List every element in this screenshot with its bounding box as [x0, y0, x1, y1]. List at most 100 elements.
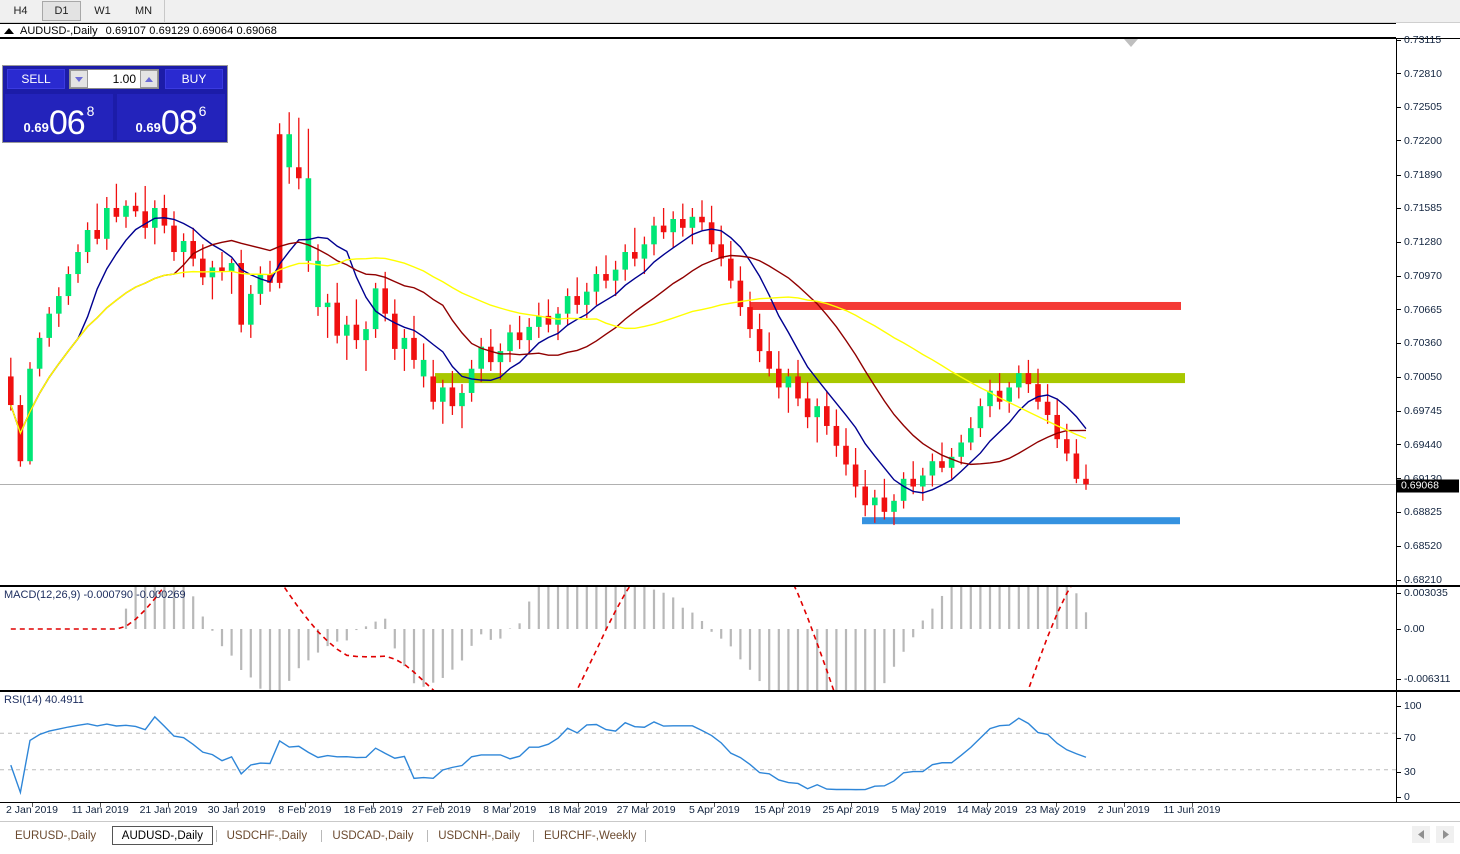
- price-tick: 0.70050: [1397, 371, 1442, 383]
- oct-toolbar: SELL 1.00 BUY: [3, 66, 227, 92]
- date-tick-mark: [782, 803, 784, 807]
- current-price-badge: 0.69068: [1397, 479, 1459, 493]
- buy-button[interactable]: BUY: [165, 69, 223, 89]
- date-tick-label: 11 Jan 2019: [71, 804, 129, 816]
- date-tick-mark: [577, 803, 579, 807]
- date-tick-label: 30 Jan 2019: [207, 804, 266, 816]
- date-tick-label: 23 May 2019: [1025, 804, 1086, 816]
- ma-red-line: [10, 239, 1087, 466]
- price-tick: 0.72505: [1397, 101, 1442, 113]
- macd-tick: 0.00: [1397, 623, 1424, 635]
- chart-window: AUDUSD-,Daily 0.69107 0.69129 0.69064 0.…: [0, 23, 1460, 820]
- rsi-tick: 70: [1397, 732, 1416, 744]
- date-tick-label: 21 Jan 2019: [139, 804, 198, 816]
- buy-price-pipette: 6: [198, 103, 207, 119]
- rsi-scale[interactable]: 100 70 30 0: [1396, 691, 1460, 803]
- chart-tab-audusd[interactable]: AUDUSD-,Daily: [111, 826, 213, 845]
- buy-price-button[interactable]: 0.69 08 6: [117, 94, 225, 140]
- date-tick-label: 18 Feb 2019: [343, 804, 403, 816]
- macd-tick: 0.003035: [1397, 587, 1448, 599]
- timeframe-button-h4[interactable]: H4: [13, 5, 28, 17]
- buy-price-main: 08: [160, 104, 198, 143]
- date-tick-label: 27 Mar 2019: [616, 804, 676, 816]
- date-tick-mark: [850, 803, 852, 807]
- date-tick-label: 18 Mar 2019: [548, 804, 608, 816]
- sell-button[interactable]: SELL: [7, 69, 65, 89]
- chart-symbol-label: AUDUSD-,Daily: [20, 24, 98, 37]
- buy-price-prefix: 0.69: [135, 120, 161, 135]
- ma-blue-line: [10, 217, 1087, 494]
- date-tick-label: 2 Jun 2019: [1097, 804, 1150, 816]
- date-tick-label: 15 Apr 2019: [754, 804, 811, 816]
- date-tick-mark: [32, 803, 33, 807]
- price-tick: 0.70665: [1397, 304, 1442, 316]
- chart-tab-bar: EURUSD-,Daily AUDUSD-,Daily USDCHF-,Daily U…: [0, 821, 1460, 854]
- chart-tab-usdcnh[interactable]: USDCNH-,Daily: [429, 826, 529, 845]
- price-pane[interactable]: [0, 38, 1396, 586]
- date-tick-mark: [1192, 803, 1193, 807]
- date-tick-label: 14 May 2019: [956, 804, 1018, 816]
- volume-decrement-button[interactable]: [70, 70, 88, 88]
- chart-tab-usdcad[interactable]: USDCAD-,Daily: [323, 826, 423, 845]
- price-tick: 0.72810: [1397, 68, 1442, 80]
- date-tick-label: 25 Apr 2019: [822, 804, 880, 816]
- date-tick-label: 27 Feb 2019: [411, 804, 471, 816]
- chart-tab-eurchf[interactable]: EURCHF-,Weekly: [535, 826, 646, 845]
- price-tick: 0.68520: [1397, 540, 1442, 552]
- candlestick-series: [8, 112, 1089, 526]
- mid-level-line: [435, 373, 1185, 384]
- scroll-left-button[interactable]: [1412, 826, 1430, 843]
- chart-tab-usdchf[interactable]: USDCHF-,Daily: [217, 826, 317, 845]
- macd-pane[interactable]: MACD(12,26,9) -0.000790 -0.000269: [0, 586, 1396, 691]
- price-tick: 0.69745: [1397, 405, 1442, 417]
- chart-top-marker-icon: [1124, 39, 1138, 47]
- chevron-down-icon: [75, 76, 83, 82]
- price-tick: 0.72200: [1397, 135, 1442, 147]
- timeframe-toolbar: H4 D1 W1 MN: [0, 0, 1460, 23]
- price-tick: 0.71585: [1397, 202, 1442, 214]
- volume-stepper[interactable]: 1.00: [69, 69, 159, 89]
- price-tick: 0.68210: [1397, 574, 1442, 586]
- date-tick-mark: [919, 803, 921, 807]
- timeframe-button-d1[interactable]: D1: [42, 1, 81, 21]
- scroll-right-button[interactable]: [1436, 826, 1454, 843]
- sell-price-button[interactable]: 0.69 06 8: [5, 94, 113, 140]
- timeframe-button-mn[interactable]: MN: [134, 5, 153, 17]
- price-scale[interactable]: 0.73115 0.72810 0.72505 0.72200 0.71890 0.715…: [1396, 34, 1460, 586]
- rsi-chart-canvas: [0, 715, 1396, 796]
- rsi-tick: 0: [1397, 791, 1410, 803]
- chart-title-bar: AUDUSD-,Daily 0.69107 0.69129 0.69064 0.…: [0, 23, 1396, 38]
- volume-increment-button[interactable]: [140, 70, 158, 88]
- tab-separator: [215, 830, 217, 842]
- ma-yellow-line: [10, 257, 1087, 440]
- macd-chart-canvas: [10, 587, 1088, 690]
- date-tick-mark: [168, 803, 170, 807]
- tab-separator: [645, 830, 647, 842]
- collapse-triangle-icon[interactable]: [4, 27, 14, 34]
- timeframe-button-w1[interactable]: W1: [94, 5, 111, 17]
- support-line: [862, 517, 1180, 525]
- one-click-trading-panel: SELL 1.00 BUY 0.69 06 8 0.69 08 6: [2, 65, 228, 143]
- date-tick-mark: [441, 803, 443, 807]
- rsi-line: [10, 715, 1087, 796]
- price-tick: 0.73115: [1397, 34, 1441, 46]
- price-tick: 0.70360: [1397, 337, 1442, 349]
- date-tick-label: 2 Jan 2019: [6, 804, 58, 816]
- macd-scale[interactable]: 0.003035 0.00 -0.006311: [1396, 586, 1460, 691]
- rsi-pane[interactable]: RSI(14) 40.4911: [0, 691, 1396, 803]
- resistance-line: [750, 301, 1181, 310]
- date-axis[interactable]: 2 Jan 2019 11 Jan 2019 21 Jan 2019 30 Jan 2…: [0, 803, 1396, 820]
- rsi-tick: 30: [1397, 766, 1416, 778]
- tab-separator: [427, 830, 429, 842]
- price-tick: 0.69440: [1397, 439, 1442, 451]
- date-tick-mark: [509, 803, 511, 807]
- chart-ohlc-label: 0.69107 0.69129 0.69064 0.69068: [105, 24, 277, 37]
- price-tick: 0.71890: [1397, 169, 1442, 181]
- date-tick-label: 8 Mar 2019: [483, 804, 537, 816]
- date-tick-mark: [1055, 803, 1057, 807]
- macd-tick: -0.006311: [1397, 673, 1451, 685]
- chart-tab-eurusd[interactable]: EURUSD-,Daily: [6, 826, 106, 845]
- sell-price-pipette: 8: [86, 103, 95, 119]
- date-tick-mark: [714, 803, 716, 807]
